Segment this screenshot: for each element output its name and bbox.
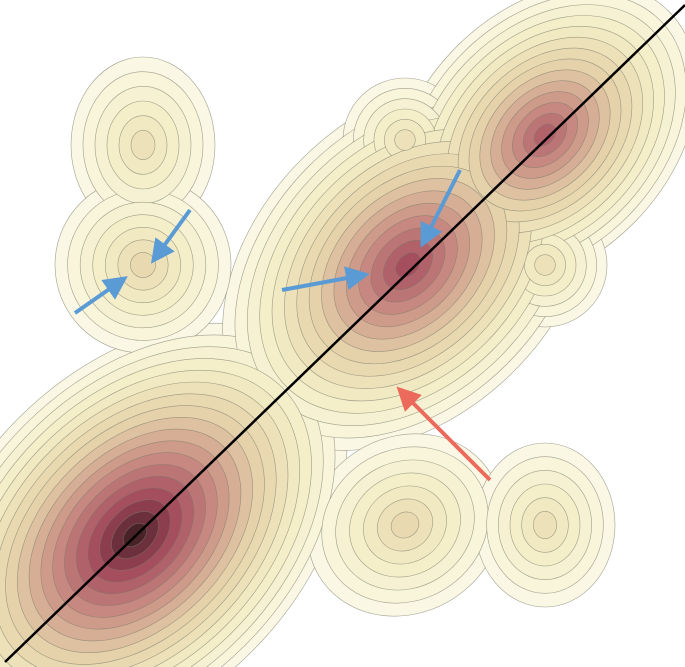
arrow (420, 169, 462, 248)
arrow (150, 208, 192, 264)
arrow (396, 386, 492, 482)
arrow (73, 276, 128, 315)
diagonal-line (4, 4, 685, 663)
contour-level (130, 252, 156, 278)
contour-level (534, 254, 556, 276)
contour-level (533, 123, 557, 147)
contour-level (395, 252, 421, 278)
contour-level (130, 130, 156, 160)
contour-level (394, 129, 416, 151)
contour-level (390, 511, 420, 539)
contour-level (533, 511, 557, 539)
arrow (281, 266, 370, 292)
